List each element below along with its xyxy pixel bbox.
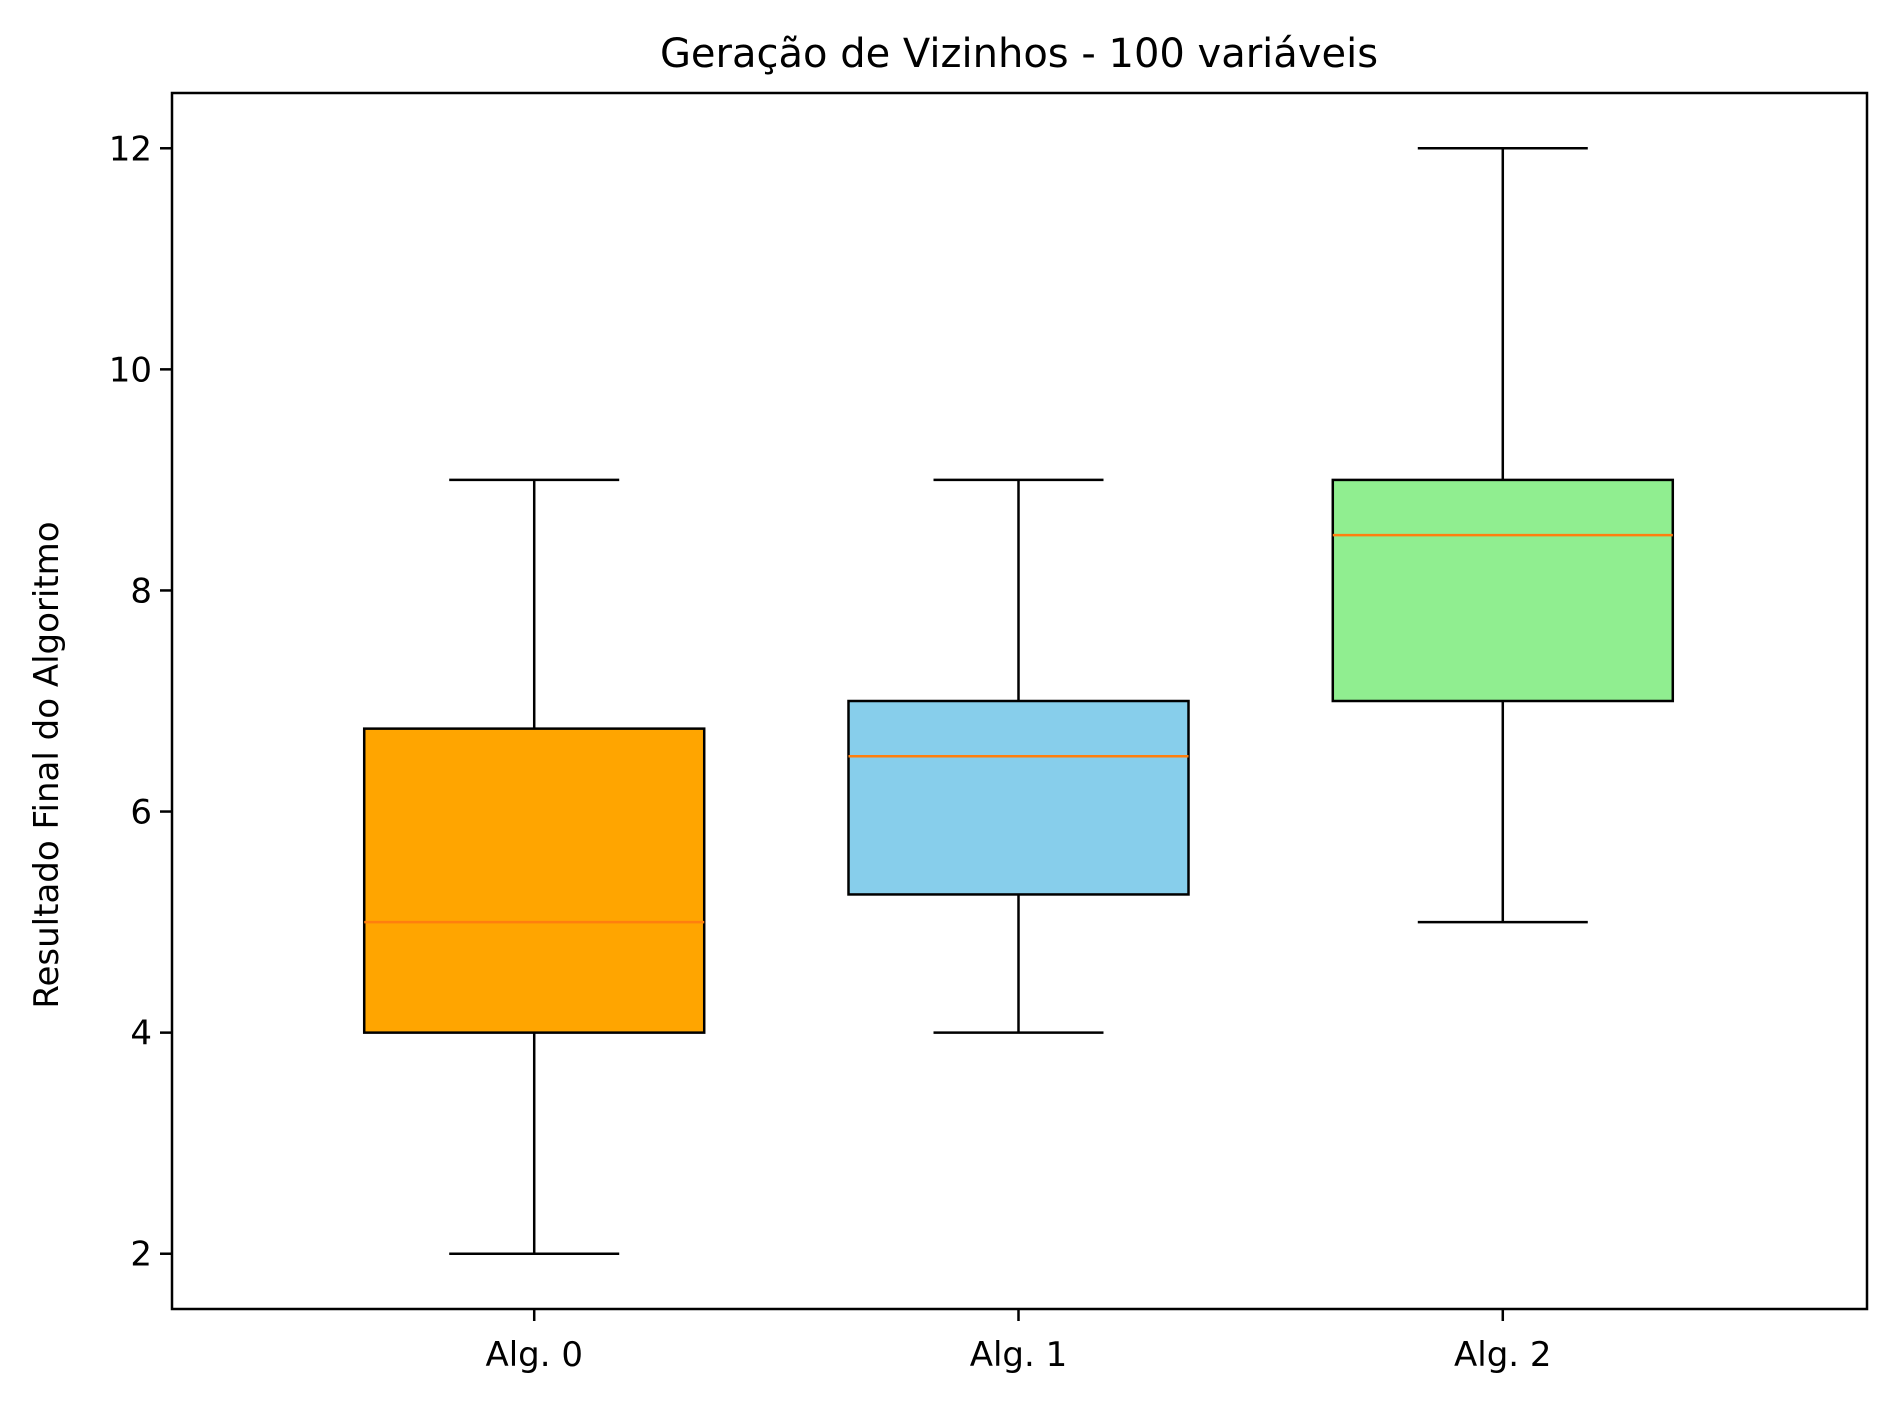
x-tick-label: Alg. 2 — [1454, 1335, 1552, 1375]
y-tick-label: 2 — [130, 1235, 152, 1275]
x-tick-label: Alg. 1 — [970, 1335, 1068, 1375]
y-tick-label: 12 — [109, 129, 152, 169]
y-tick-label: 4 — [130, 1014, 152, 1054]
chart-title: Geração de Vizinhos - 100 variáveis — [660, 31, 1378, 77]
y-tick-label: 8 — [130, 571, 152, 611]
box-2 — [1331, 478, 1675, 703]
box-0 — [362, 727, 706, 1034]
plot-area: 2 4 6 8 10 12 Alg. 0 Alg. 1 Alg. 2 — [109, 129, 1675, 1375]
box-1 — [847, 699, 1190, 896]
x-tick-label: Alg. 0 — [485, 1335, 583, 1375]
y-tick-label: 10 — [109, 350, 152, 390]
y-tick-label: 6 — [130, 793, 152, 833]
y-axis-label: Resultado Final do Algoritmo — [27, 521, 67, 1008]
plot-frame — [170, 91, 1869, 1311]
